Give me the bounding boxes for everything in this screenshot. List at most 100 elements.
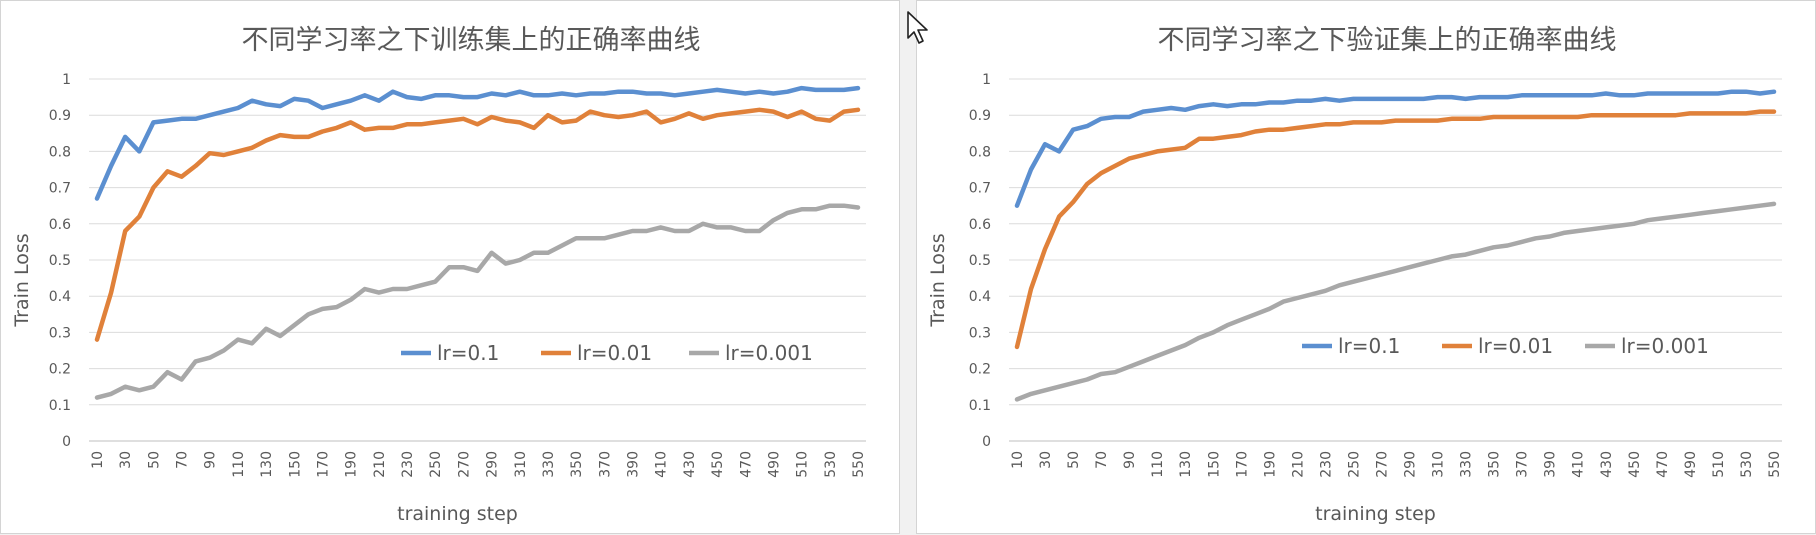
x-tick-label: 450: [710, 451, 726, 478]
x-tick-label: 350: [1487, 451, 1503, 478]
x-axis-label: training step: [397, 503, 518, 525]
x-tick-label: 190: [1262, 451, 1278, 478]
legend-label: lr=0.001: [1621, 334, 1709, 358]
x-tick-label: 90: [203, 451, 219, 469]
legend-label: lr=0.01: [577, 341, 652, 365]
x-tick-label: 170: [1234, 451, 1250, 478]
y-tick-label: 0: [982, 434, 991, 450]
y-tick-label: 1: [982, 72, 991, 88]
y-tick-label: 0.1: [969, 398, 991, 414]
x-tick-label: 550: [1767, 451, 1783, 478]
x-tick-label: 490: [1683, 451, 1699, 478]
y-tick-label: 0: [62, 434, 71, 450]
x-tick-label: 30: [118, 451, 134, 469]
x-tick-label: 470: [1655, 451, 1671, 478]
legend-label: lr=0.001: [725, 341, 813, 365]
x-tick-label: 330: [1459, 451, 1475, 478]
legend-label: lr=0.1: [1338, 334, 1400, 358]
x-tick-label: 310: [513, 451, 529, 478]
x-tick-label: 390: [1543, 451, 1559, 478]
x-tick-label: 110: [1150, 451, 1166, 478]
y-tick-label: 0.5: [49, 253, 71, 269]
y-tick-label: 0.4: [969, 289, 991, 305]
y-tick-label: 1: [62, 72, 71, 88]
series-line-lr-0-01: [1014, 109, 1777, 350]
x-tick-label: 330: [541, 451, 557, 478]
x-tick-label: 530: [823, 451, 839, 478]
y-axis-label: Train Loss: [927, 233, 949, 327]
y-tick-label: 0.6: [969, 217, 991, 233]
series-line-lr-0-1: [1014, 89, 1777, 208]
x-tick-label: 430: [682, 451, 698, 478]
x-tick-label: 130: [259, 451, 275, 478]
chart-train-accuracy: 不同学习率之下训练集上的正确率曲线 0 0.1 0.2 0.3 0.4 0.5 0.6 0.7 0…: [11, 25, 867, 525]
x-tick-label: 410: [1571, 451, 1587, 478]
x-tick-label: 170: [315, 451, 331, 478]
y-tick-label: 0.2: [49, 362, 71, 378]
y-axis-label: Train Loss: [11, 233, 33, 327]
x-tick-label: 530: [1739, 451, 1755, 478]
x-tick-label: 50: [1066, 451, 1082, 469]
y-tick-label: 0.8: [969, 144, 991, 160]
legend-label: lr=0.1: [437, 341, 499, 365]
x-tick-label: 370: [1515, 451, 1531, 478]
x-tick-label: 90: [1122, 451, 1138, 469]
x-tick-label: 290: [485, 451, 501, 478]
x-tick-label: 450: [1627, 451, 1643, 478]
series-line-lr-0-001: [94, 203, 861, 400]
x-tick-label: 10: [1010, 451, 1026, 469]
series-line-lr-0-01: [94, 107, 861, 342]
y-tick-label: 0.1: [49, 398, 71, 414]
x-tick-label: 270: [456, 451, 472, 478]
x-tick-label: 190: [344, 451, 360, 478]
y-tick-label: 0.3: [969, 325, 991, 341]
series-line-lr-0-1: [94, 85, 861, 201]
x-tick-label: 430: [1599, 451, 1615, 478]
series-line-lr-0-001: [1014, 201, 1777, 402]
y-tick-label: 0.4: [49, 289, 71, 305]
x-tick-label: 150: [1206, 451, 1222, 478]
x-tick-label: 250: [428, 451, 444, 478]
y-tick-label: 0.6: [49, 217, 71, 233]
x-tick-label: 10: [90, 451, 106, 469]
y-tick-label: 0.5: [969, 253, 991, 269]
x-tick-label: 510: [795, 451, 811, 478]
chart-validation-accuracy: 不同学习率之下验证集上的正确率曲线 0 0.1 0.2 0.3 0.4 0.5 0.6 0.7 0…: [927, 25, 1783, 525]
y-tick-label: 0.9: [49, 108, 71, 124]
chart-panel-train: 不同学习率之下训练集上的正确率曲线 0 0.1 0.2 0.3 0.4 0.5 0.6 0.7 0…: [0, 0, 900, 534]
x-tick-label: 310: [1431, 451, 1447, 478]
x-tick-label: 70: [175, 451, 191, 469]
x-tick-label: 290: [1403, 451, 1419, 478]
x-tick-label: 70: [1094, 451, 1110, 469]
y-tick-label: 0.7: [49, 181, 71, 197]
mouse-cursor-icon: [907, 11, 928, 44]
x-tick-label: 110: [231, 451, 247, 478]
x-tick-label: 470: [738, 451, 754, 478]
chart-title: 不同学习率之下训练集上的正确率曲线: [242, 25, 701, 56]
x-tick-label: 150: [287, 451, 303, 478]
x-tick-label: 50: [146, 451, 162, 469]
x-axis-label: training step: [1315, 503, 1436, 525]
x-tick-label: 210: [372, 451, 388, 478]
x-tick-label: 350: [569, 451, 585, 478]
y-tick-label: 0.8: [49, 144, 71, 160]
y-tick-label: 0.7: [969, 181, 991, 197]
x-tick-label: 130: [1178, 451, 1194, 478]
x-tick-label: 490: [766, 451, 782, 478]
y-tick-label: 0.3: [49, 325, 71, 341]
chart-title: 不同学习率之下验证集上的正确率曲线: [1158, 25, 1617, 56]
x-tick-label: 550: [851, 451, 867, 478]
x-tick-label: 230: [1318, 451, 1334, 478]
x-tick-label: 370: [597, 451, 613, 478]
x-tick-label: 270: [1374, 451, 1390, 478]
x-tick-label: 390: [626, 451, 642, 478]
x-tick-label: 30: [1038, 451, 1054, 469]
x-tick-label: 510: [1711, 451, 1727, 478]
chart-panel-validation: 不同学习率之下验证集上的正确率曲线 0 0.1 0.2 0.3 0.4 0.5 0.6 0.7 0…: [916, 0, 1816, 534]
x-tick-label: 230: [400, 451, 416, 478]
legend-label: lr=0.01: [1478, 334, 1553, 358]
x-tick-label: 250: [1346, 451, 1362, 478]
y-tick-label: 0.2: [969, 362, 991, 378]
x-tick-label: 210: [1290, 451, 1306, 478]
x-tick-label: 410: [654, 451, 670, 478]
